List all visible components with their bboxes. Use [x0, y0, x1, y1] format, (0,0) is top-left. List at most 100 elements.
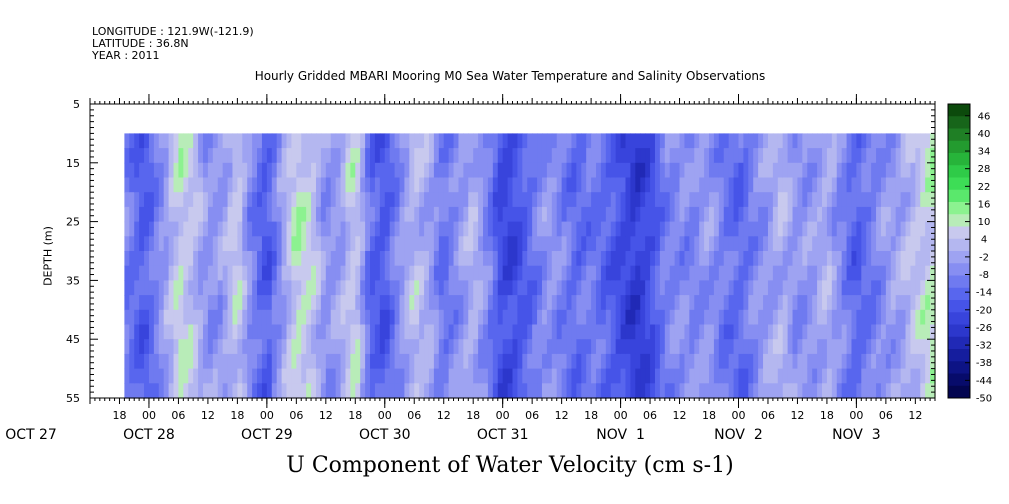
heatmap-cell — [134, 177, 140, 193]
heatmap-cell — [610, 295, 617, 311]
heatmap-cell — [340, 295, 347, 311]
colorbar-tick-label: 34 — [978, 147, 991, 158]
heatmap-cell — [448, 177, 455, 193]
heatmap-cell — [237, 221, 243, 237]
heatmap-cell — [222, 192, 229, 208]
heatmap-cell — [266, 236, 273, 252]
heatmap-cell — [394, 133, 401, 149]
heatmap-cell — [704, 162, 710, 179]
colorbar-frame — [947, 103, 971, 399]
heatmap-cell — [311, 206, 317, 223]
heatmap-cell — [468, 309, 474, 326]
heatmap-cell — [605, 353, 612, 370]
heatmap-cell — [163, 383, 170, 399]
heatmap-cell — [817, 339, 823, 355]
heatmap-cell — [212, 353, 219, 370]
heatmap-cell — [772, 236, 779, 252]
heatmap-cell — [148, 324, 155, 340]
heatmap-cell — [158, 295, 165, 311]
heatmap-cell — [826, 192, 833, 208]
heatmap-cell — [822, 353, 828, 370]
heatmap-cell — [802, 148, 808, 164]
heatmap-cell — [478, 221, 484, 237]
heatmap-cell — [252, 309, 258, 326]
heatmap-cell — [900, 148, 907, 164]
heatmap-cell — [153, 324, 160, 340]
heatmap-cell — [424, 295, 430, 311]
y-tick-label: 55 — [66, 392, 80, 405]
heatmap-cell — [134, 148, 140, 164]
heatmap-cell — [311, 353, 317, 370]
heatmap-cell — [615, 368, 622, 384]
heatmap-cell — [252, 383, 258, 399]
heatmap-cell — [915, 177, 921, 193]
heatmap-cell — [394, 148, 401, 164]
heatmap-cell — [856, 236, 862, 252]
heatmap-cell — [797, 177, 803, 193]
heatmap-cell — [880, 206, 887, 223]
heatmap-cell — [148, 265, 155, 281]
heatmap-cell — [414, 309, 420, 326]
heatmap-cell — [330, 265, 337, 281]
heatmap-cell — [777, 236, 784, 252]
heatmap-cell — [144, 295, 150, 311]
heatmap-cell — [758, 324, 764, 340]
heatmap-cell — [163, 221, 170, 237]
heatmap-cell — [758, 162, 764, 179]
heatmap-cell — [237, 192, 243, 208]
heatmap-cell — [492, 295, 499, 311]
heatmap-cell — [301, 177, 307, 193]
heatmap-cell — [399, 206, 406, 223]
heatmap-cell — [713, 236, 720, 252]
heatmap-cell — [640, 192, 646, 208]
heatmap-cell — [684, 177, 690, 193]
heatmap-cell — [743, 206, 749, 223]
heatmap-cell — [394, 339, 401, 355]
heatmap-cell — [640, 265, 646, 281]
heatmap-cell — [699, 295, 705, 311]
heatmap-cell — [443, 162, 450, 179]
heatmap-cell — [448, 324, 455, 340]
heatmap-cell — [473, 383, 479, 399]
heatmap-cell — [679, 148, 686, 164]
heatmap-cell — [718, 162, 725, 179]
heatmap-cell — [620, 383, 627, 399]
heatmap-cell — [271, 177, 278, 193]
heatmap-cell — [807, 221, 813, 237]
heatmap-cell — [301, 295, 307, 311]
heatmap-cell — [802, 265, 808, 281]
heatmap-cell — [124, 221, 130, 237]
heatmap-cell — [541, 192, 548, 208]
heatmap-cell — [561, 324, 568, 340]
heatmap-cell — [276, 206, 283, 223]
heatmap-cell — [630, 133, 636, 149]
heatmap-cell — [630, 383, 636, 399]
heatmap-cell — [350, 236, 356, 252]
heatmap-cell — [360, 251, 366, 267]
heatmap-cell — [620, 339, 627, 355]
heatmap-cell — [551, 148, 558, 164]
heatmap-cell — [532, 177, 538, 193]
x-date-label: NOV 1 — [596, 427, 645, 443]
heatmap-cell — [890, 221, 897, 237]
heatmap-cell — [635, 383, 641, 399]
heatmap-cell — [684, 265, 690, 281]
heatmap-cell — [394, 236, 401, 252]
heatmap-cell — [674, 295, 681, 311]
heatmap-cell — [404, 221, 410, 237]
heatmap-cell — [291, 280, 297, 296]
heatmap-cell — [856, 177, 862, 193]
heatmap-cell — [468, 206, 474, 223]
heatmap-cell — [586, 383, 592, 399]
heatmap-cell — [645, 192, 651, 208]
heatmap-cell — [645, 251, 651, 267]
heatmap-cell — [311, 177, 317, 193]
heatmap-cell — [807, 280, 813, 296]
heatmap-cell — [527, 221, 533, 237]
heatmap-cell — [306, 324, 312, 340]
heatmap-cell — [379, 177, 386, 193]
heatmap-cell — [576, 324, 582, 340]
heatmap-cell — [620, 251, 627, 267]
heatmap-cell — [861, 192, 867, 208]
heatmap-cell — [153, 133, 160, 149]
